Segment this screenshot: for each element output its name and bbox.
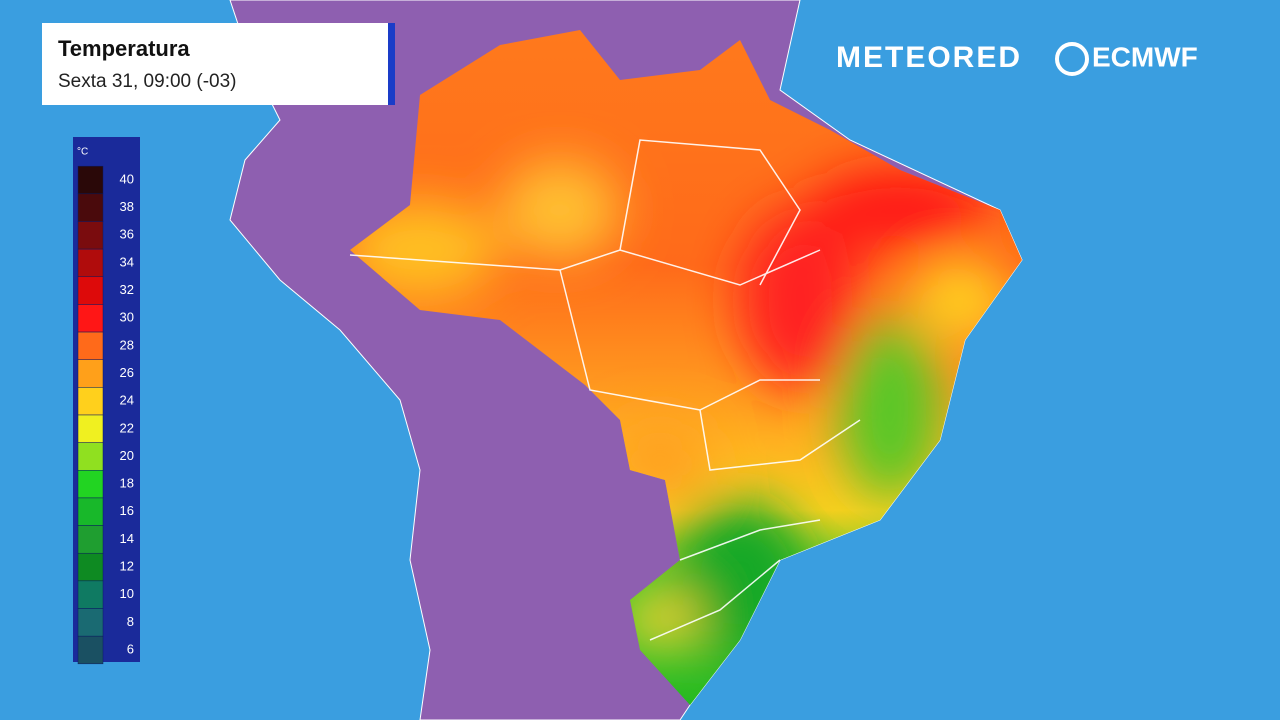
- legend-label: 38: [120, 199, 134, 214]
- legend-label: 20: [120, 448, 134, 463]
- legend-swatch: [77, 165, 104, 195]
- legend-label: 28: [120, 337, 134, 352]
- legend-swatch: [77, 304, 104, 333]
- legend-swatch: [77, 552, 104, 582]
- legend-swatch: [77, 442, 104, 471]
- legend-label: 40: [120, 171, 134, 186]
- legend-swatch: [77, 276, 104, 305]
- legend-label: 32: [120, 282, 134, 297]
- legend-swatch: [77, 525, 104, 554]
- partner-logo: ECMWF: [1092, 41, 1198, 72]
- legend-label: 30: [120, 310, 134, 325]
- legend-swatch: [77, 193, 104, 222]
- legend-label: 16: [120, 503, 134, 518]
- partner-icon: [1055, 42, 1089, 76]
- brand-logo: METEORED: [836, 41, 1022, 74]
- legend-swatch: [77, 608, 104, 637]
- state-borders: [349, 139, 861, 641]
- legend-swatch: [77, 414, 104, 443]
- legend-swatch: [77, 248, 104, 278]
- legend-swatch: [77, 635, 104, 665]
- legend-label: 12: [120, 558, 134, 573]
- legend-swatch: [77, 221, 104, 250]
- legend-label: 34: [120, 254, 134, 269]
- legend-swatch: [77, 387, 104, 416]
- legend-swatch: [77, 359, 104, 388]
- title: Temperatura: [58, 36, 190, 61]
- legend-swatch: [77, 497, 104, 526]
- subtitle: Sexta 31, 09:00 (-03): [58, 71, 237, 92]
- legend: 40 38 36 34 32 30 28 26 24 22 20 18 16 14 12 10 8 6: [77, 165, 134, 665]
- legend-label: 22: [120, 420, 134, 435]
- legend-label: 36: [120, 227, 134, 242]
- legend-swatch: [77, 331, 104, 360]
- legend-label: 6: [127, 641, 134, 656]
- legend-label: 26: [120, 365, 134, 380]
- legend-swatch: [77, 470, 104, 499]
- legend-label: 10: [120, 586, 134, 601]
- header-box: [42, 23, 388, 105]
- legend-unit: °C: [77, 147, 88, 158]
- header-accent: [388, 23, 395, 105]
- legend-label: 24: [120, 393, 134, 408]
- legend-label: 14: [120, 531, 134, 546]
- legend-label: 8: [127, 614, 134, 629]
- legend-swatch: [77, 580, 104, 609]
- legend-label: 18: [120, 476, 134, 491]
